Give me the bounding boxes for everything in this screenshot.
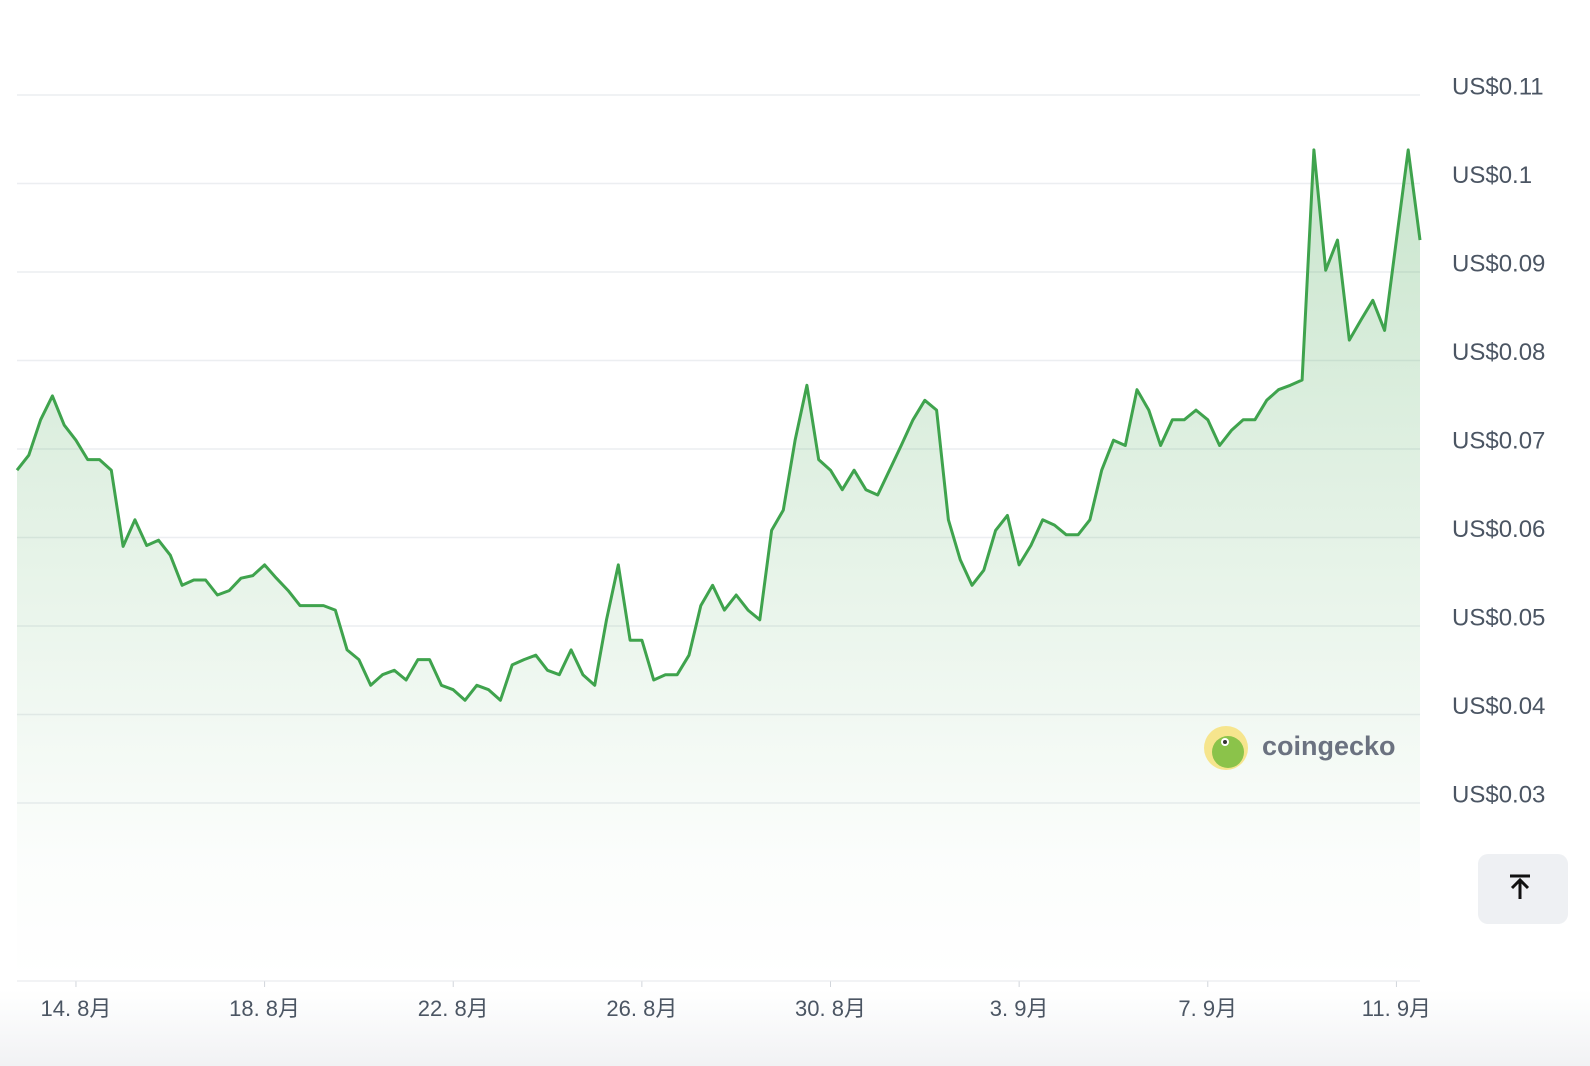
x-tick-label: 3. 9月 [990,996,1049,1021]
footer-shade [0,990,1590,1066]
x-tick-label: 7. 9月 [1178,996,1237,1021]
y-tick-label: US$0.09 [1452,250,1545,277]
scroll-top-button[interactable] [1478,854,1568,924]
logo [1204,726,1248,770]
watermark: coingecko [1262,731,1396,761]
x-tick-label: 18. 8月 [229,996,300,1021]
y-tick-label: US$0.08 [1452,339,1545,366]
x-tick-label: 14. 8月 [40,996,111,1021]
x-tick-label: 26. 8月 [606,996,677,1021]
x-tick-label: 11. 9月 [1362,996,1431,1021]
y-tick-label: US$0.11 [1452,73,1544,100]
y-tick-label: US$0.06 [1452,516,1545,543]
y-tick-label: US$0.07 [1452,427,1545,454]
y-tick-label: US$0.03 [1452,781,1545,808]
y-tick-label: US$0.04 [1452,693,1545,720]
y-tick-label: US$0.05 [1452,604,1545,631]
x-tick-label: 30. 8月 [795,996,866,1021]
y-tick-label: US$0.1 [1452,162,1532,189]
area [17,149,1420,981]
x-tick-label: 22. 8月 [418,996,489,1021]
price-line [15,148,1422,702]
